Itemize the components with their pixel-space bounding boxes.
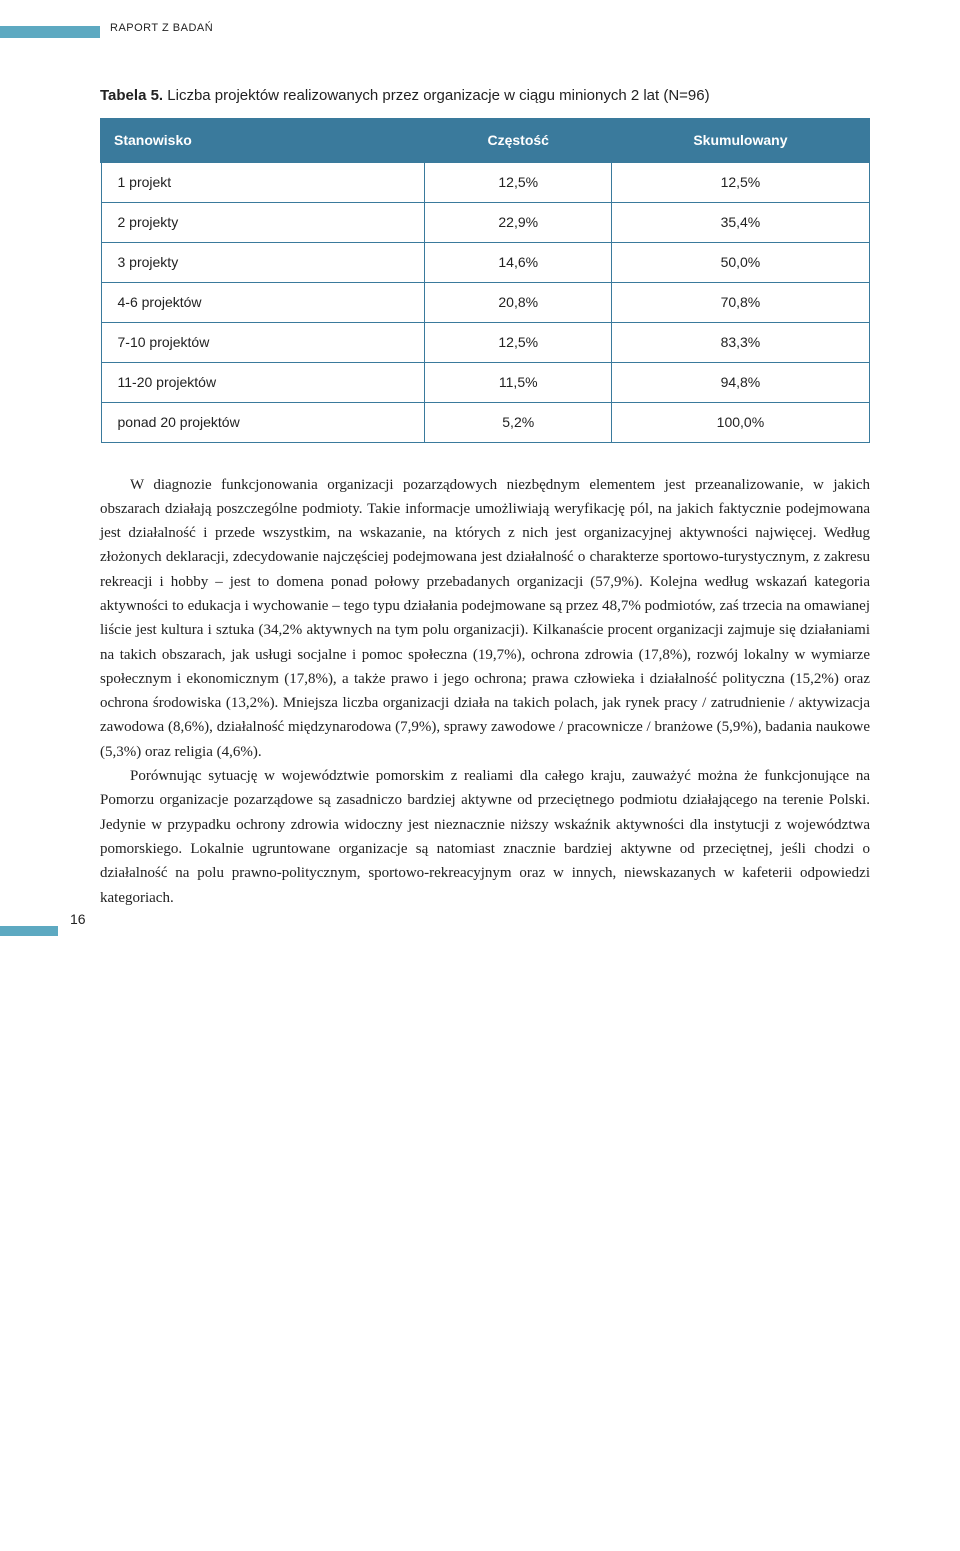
- table-caption: Tabela 5. Liczba projektów realizowanych…: [100, 85, 870, 108]
- table-cell: 12,5%: [425, 162, 612, 203]
- table-cell: 22,9%: [425, 202, 612, 242]
- table-cell: 35,4%: [612, 202, 869, 242]
- table-row: 4-6 projektów20,8%70,8%: [101, 282, 869, 322]
- table-cell: 3 projekty: [101, 242, 425, 282]
- table-cell: 12,5%: [612, 162, 869, 203]
- table-cell: 94,8%: [612, 362, 869, 402]
- table-cell: 4-6 projektów: [101, 282, 425, 322]
- col-header: Częstość: [425, 119, 612, 162]
- table-row: ponad 20 projektów5,2%100,0%: [101, 402, 869, 442]
- table-cell: 11,5%: [425, 362, 612, 402]
- table-row: 3 projekty14,6%50,0%: [101, 242, 869, 282]
- table-row: 2 projekty22,9%35,4%: [101, 202, 869, 242]
- paragraph: W diagnozie funkcjonowania organizacji p…: [100, 473, 870, 765]
- table-cell: 20,8%: [425, 282, 612, 322]
- col-header: Stanowisko: [101, 119, 425, 162]
- table-cell: 83,3%: [612, 322, 869, 362]
- body-text-block: W diagnozie funkcjonowania organizacji p…: [100, 473, 870, 910]
- table-header-row: Stanowisko Częstość Skumulowany: [101, 119, 869, 162]
- col-header: Skumulowany: [612, 119, 869, 162]
- section-header: RAPORT Z BADAŃ: [110, 20, 213, 37]
- table-cell: 1 projekt: [101, 162, 425, 203]
- footer-accent-bar: [0, 926, 58, 936]
- paragraph: Porównując sytuację w województwie pomor…: [100, 764, 870, 910]
- table-cell: 70,8%: [612, 282, 869, 322]
- table-cell: 12,5%: [425, 322, 612, 362]
- table-cell: 11-20 projektów: [101, 362, 425, 402]
- table-cell: 100,0%: [612, 402, 869, 442]
- table-cell: 50,0%: [612, 242, 869, 282]
- table-cell: 5,2%: [425, 402, 612, 442]
- table-number: Tabela 5.: [100, 87, 163, 104]
- table-caption-text: Liczba projektów realizowanych przez org…: [167, 87, 709, 104]
- table-row: 7-10 projektów12,5%83,3%: [101, 322, 869, 362]
- table-cell: ponad 20 projektów: [101, 402, 425, 442]
- table-row: 1 projekt12,5%12,5%: [101, 162, 869, 203]
- table-cell: 7-10 projektów: [101, 322, 425, 362]
- table-cell: 2 projekty: [101, 202, 425, 242]
- page-number: 16: [70, 909, 86, 930]
- data-table: Stanowisko Częstość Skumulowany 1 projek…: [100, 118, 870, 443]
- table-row: 11-20 projektów11,5%94,8%: [101, 362, 869, 402]
- header-accent-bar: [0, 26, 100, 38]
- table-cell: 14,6%: [425, 242, 612, 282]
